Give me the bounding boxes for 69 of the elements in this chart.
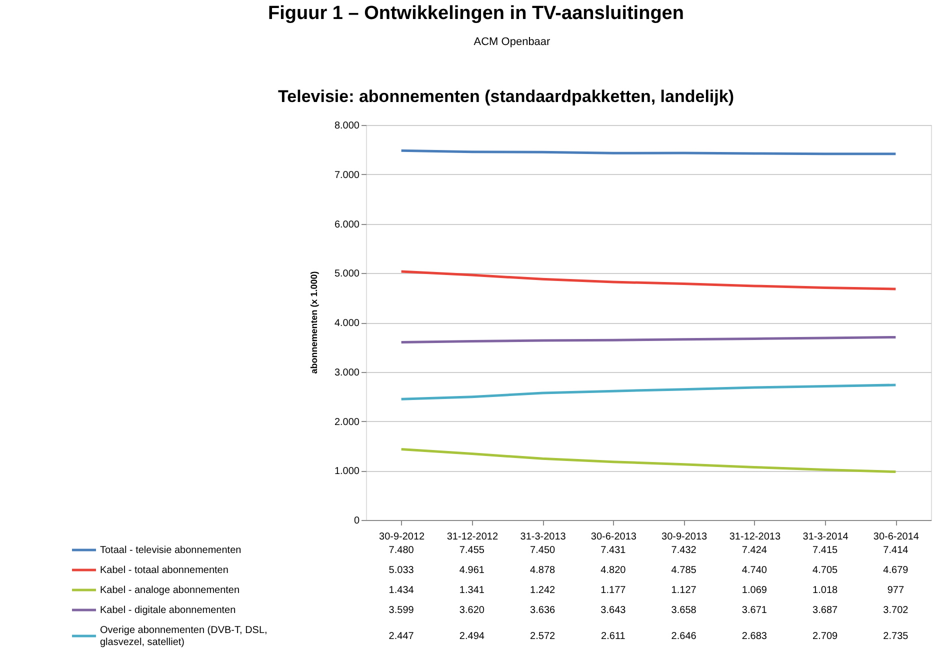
data-label: 1.177 (600, 585, 626, 596)
data-label: 7.432 (671, 545, 697, 556)
y-tick-label: 3.000 (334, 367, 360, 378)
data-label: 4.705 (812, 565, 838, 576)
data-label: 1.242 (530, 585, 556, 596)
legend-label: Kabel - digitale abonnementen (100, 605, 236, 616)
data-label: 2.735 (883, 631, 909, 642)
data-label: 3.620 (459, 605, 485, 616)
x-tick-label: 30-6-2013 (590, 532, 637, 542)
data-label: 2.494 (459, 631, 485, 642)
data-label: 4.820 (600, 565, 626, 576)
y-tick-label: 0 (354, 516, 360, 526)
data-label: 3.687 (812, 605, 838, 616)
y-tick-label: 1.000 (334, 466, 360, 478)
data-label: 7.431 (600, 545, 626, 556)
data-label: 1.069 (742, 585, 768, 596)
text: ACM Openbaar (474, 36, 551, 48)
y-tick-label: 8.000 (334, 120, 360, 132)
chart-title: Televisie: abonnementen (standaardpakketten, landelijk) (278, 87, 734, 106)
data-label: 3.636 (530, 605, 556, 616)
y-tick-label: 6.000 (334, 219, 360, 230)
y-tick-label: 7.000 (334, 170, 360, 181)
data-label: 7.415 (812, 545, 838, 556)
line-series (400, 270, 897, 290)
data-label: 3.658 (671, 605, 697, 616)
data-label: 3.702 (883, 605, 909, 616)
data-label: 3.599 (388, 605, 414, 616)
data-label: 977 (887, 585, 904, 596)
data-label: 4.740 (742, 565, 768, 576)
data-label: 1.434 (388, 585, 414, 596)
data-label: 4.961 (459, 565, 485, 576)
data-label: 2.611 (601, 631, 626, 642)
data-label: 4.679 (883, 565, 909, 576)
data-label: 1.018 (812, 585, 838, 596)
text: Figuur 1 – Ontwikkelingen in TV-aansluitingen (268, 3, 684, 24)
data-label: 7.424 (742, 545, 768, 556)
data-label: 2.646 (671, 631, 697, 642)
y-tick-label: 4.000 (334, 318, 360, 329)
legend-label: Totaal - televisie abonnementen (100, 545, 242, 556)
y-tick-label: 2.000 (334, 416, 360, 428)
x-tick-label: 30-9-2012 (379, 532, 426, 542)
x-tick-label: 31-3-2013 (520, 532, 566, 542)
x-tick-label: 30-9-2013 (662, 532, 708, 542)
data-label: 7.414 (883, 545, 909, 556)
x-tick-label: 31-12-2013 (729, 532, 781, 542)
data-label: 1.127 (671, 585, 697, 596)
data-label: 7.455 (459, 545, 485, 556)
y-axis-title: abonnementen (x 1.000) (309, 271, 319, 374)
data-label: 2.683 (742, 631, 768, 642)
line-series (400, 384, 897, 400)
data-label: 2.447 (388, 631, 414, 642)
data-label: 2.709 (812, 631, 838, 642)
line-series (400, 448, 897, 474)
data-label: 4.878 (530, 565, 556, 576)
legend-label: Overige abonnementen (DVB-T, DSL, glasvezel, satelliet) (100, 625, 268, 648)
data-label: 3.643 (600, 605, 626, 616)
legend-label: Kabel - totaal abonnementen (100, 565, 228, 576)
x-tick-label: 31-12-2012 (446, 532, 498, 542)
y-tick-label: 5.000 (334, 268, 360, 280)
data-label: 7.450 (530, 545, 556, 556)
data-label: 1.341 (459, 585, 485, 596)
data-label: 3.671 (742, 605, 768, 616)
data-label: 2.572 (530, 631, 556, 642)
data-label: 5.033 (388, 565, 414, 576)
x-tick-label: 31-3-2014 (802, 532, 849, 542)
data-label: 4.785 (671, 565, 697, 576)
data-label: 7.480 (388, 545, 414, 556)
x-tick-label: 30-6-2014 (873, 532, 920, 542)
legend-label: Kabel - analoge abonnementen (100, 585, 240, 596)
